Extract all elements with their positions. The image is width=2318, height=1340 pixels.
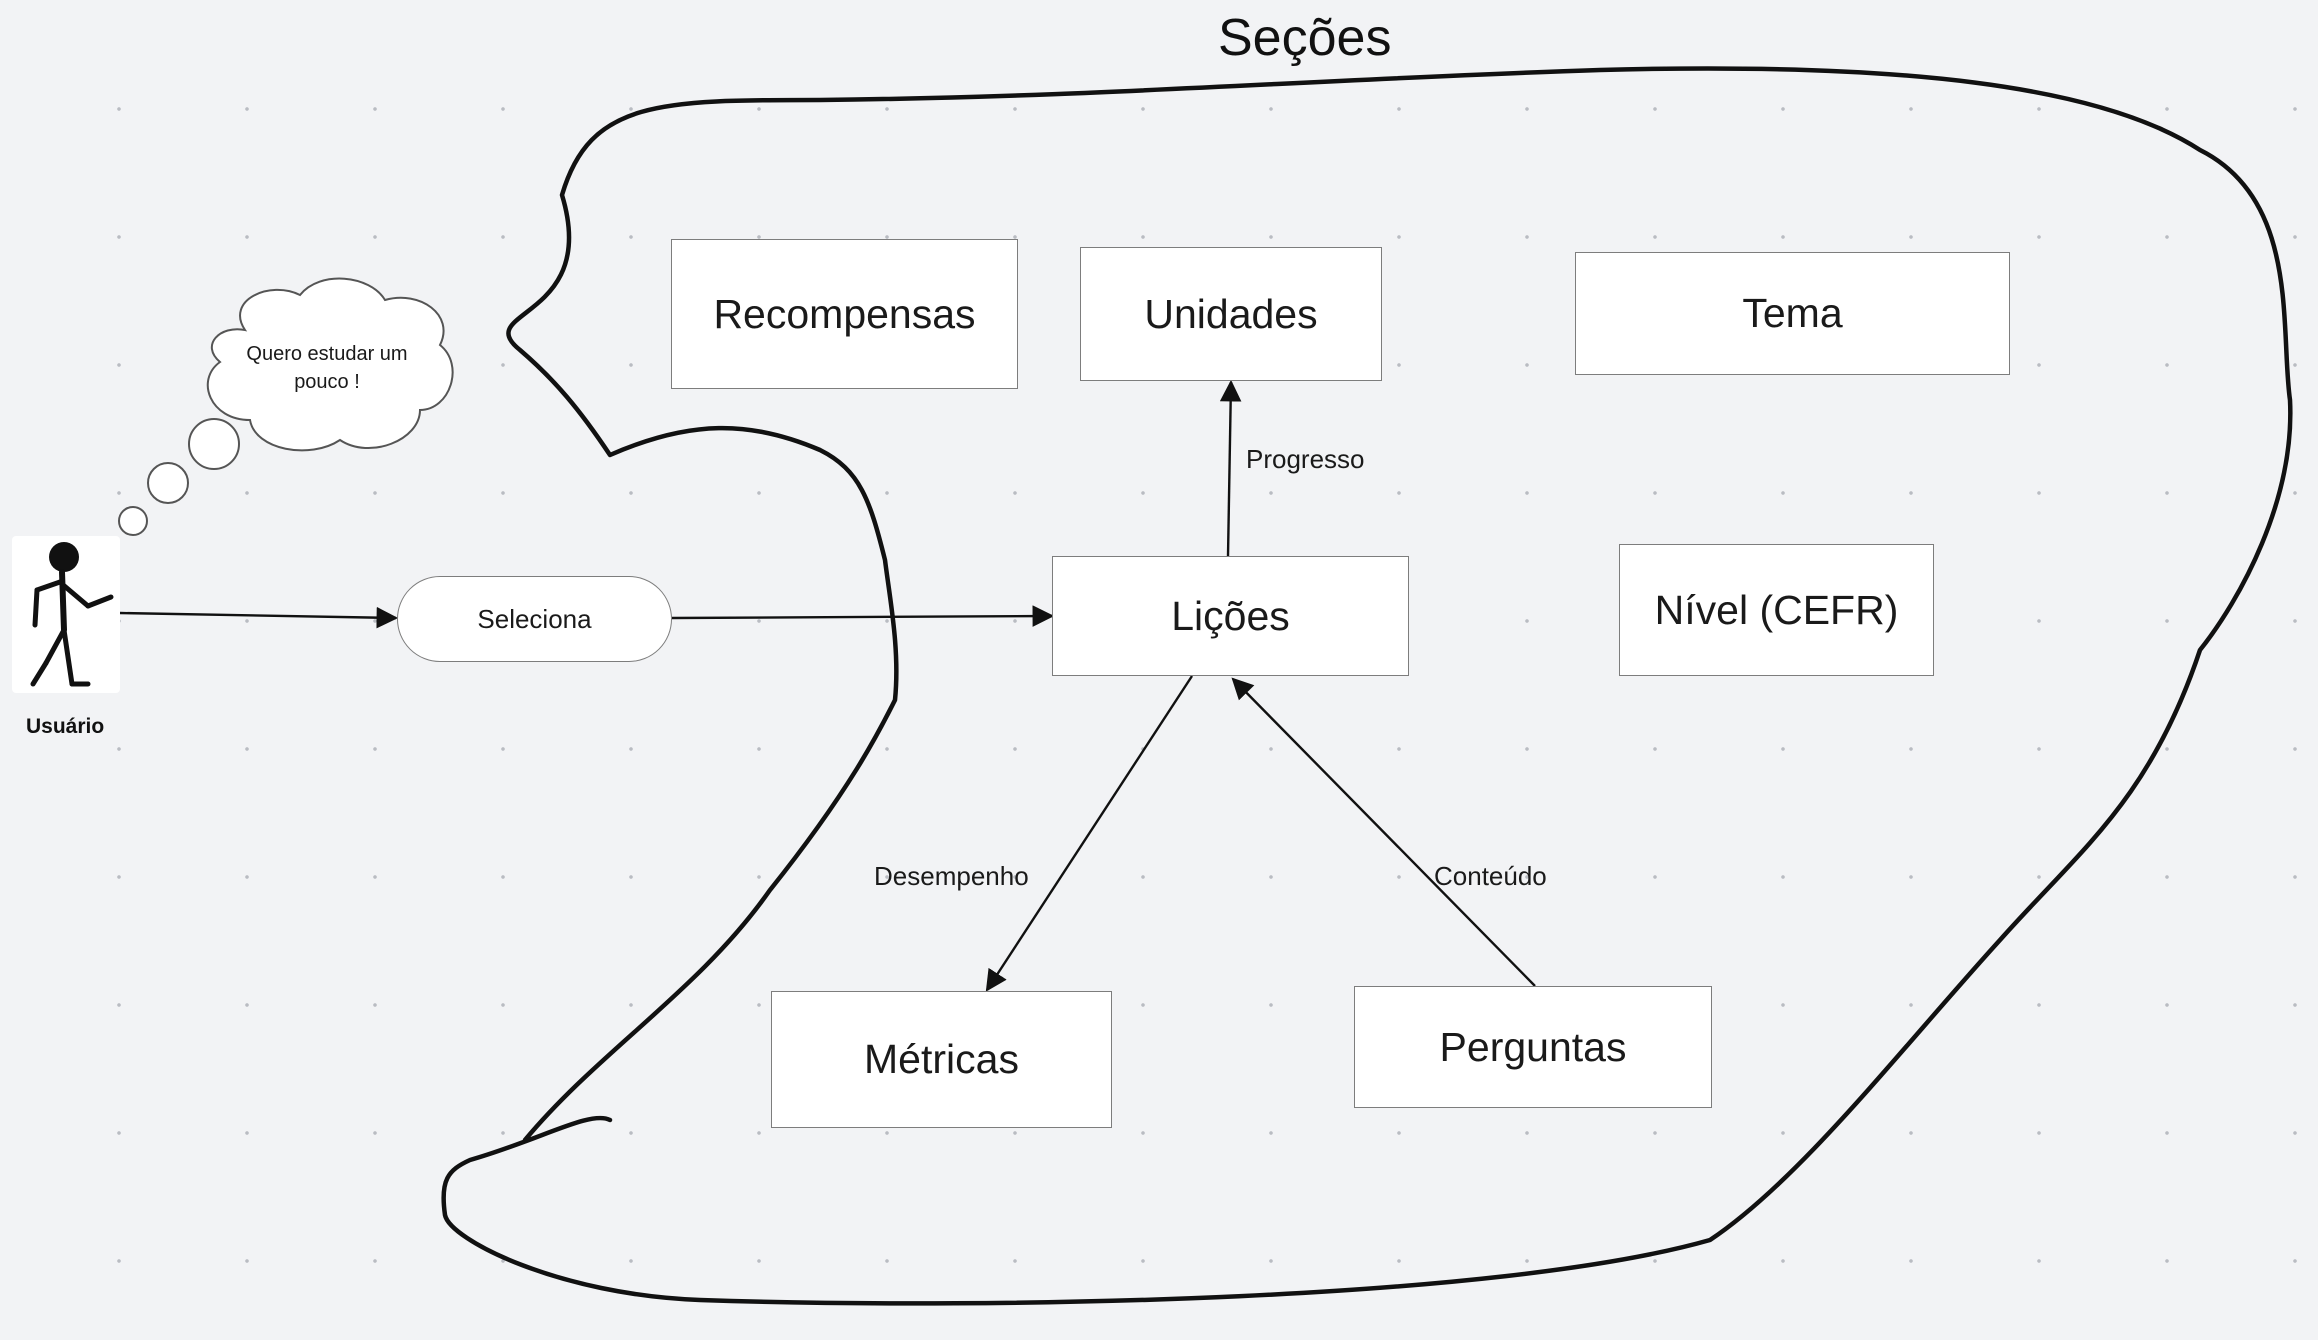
seleciona-pill[interactable]: Seleciona: [397, 576, 672, 662]
thought-dot-large: [188, 418, 240, 470]
box-licoes[interactable]: Lições: [1052, 556, 1409, 676]
box-unidades[interactable]: Unidades: [1080, 247, 1382, 381]
thought-dot-small: [118, 506, 148, 536]
diagram-title: Seções: [1218, 9, 1392, 67]
edge-usuario-seleciona: [119, 606, 399, 629]
edge-perguntas-licoes: [1231, 677, 1536, 987]
box-tema[interactable]: Tema: [1575, 252, 2010, 375]
actor-label: Usuário: [26, 715, 105, 738]
edge-label-conteudo: Conteúdo: [1434, 861, 1547, 891]
edge-licoes-metricas: [985, 675, 1194, 992]
edge-label-desempenho: Desempenho: [874, 861, 1029, 891]
sections-boundary-loop: [441, 66, 2293, 1306]
edge-seleciona-licoes: [671, 605, 1055, 627]
edge-label-progresso: Progresso: [1246, 444, 1365, 474]
edge-licoes-unidades: [1219, 379, 1242, 557]
box-recompensas[interactable]: Recompensas: [671, 239, 1018, 389]
box-perguntas[interactable]: Perguntas: [1354, 986, 1712, 1108]
thought-dot-medium: [147, 462, 189, 504]
thought-text: Quero estudar um pouco !: [246, 343, 408, 393]
thought-cloud: [206, 277, 454, 452]
box-metricas[interactable]: Métricas: [771, 991, 1112, 1128]
box-nivel-cefr[interactable]: Nível (CEFR): [1619, 544, 1934, 676]
